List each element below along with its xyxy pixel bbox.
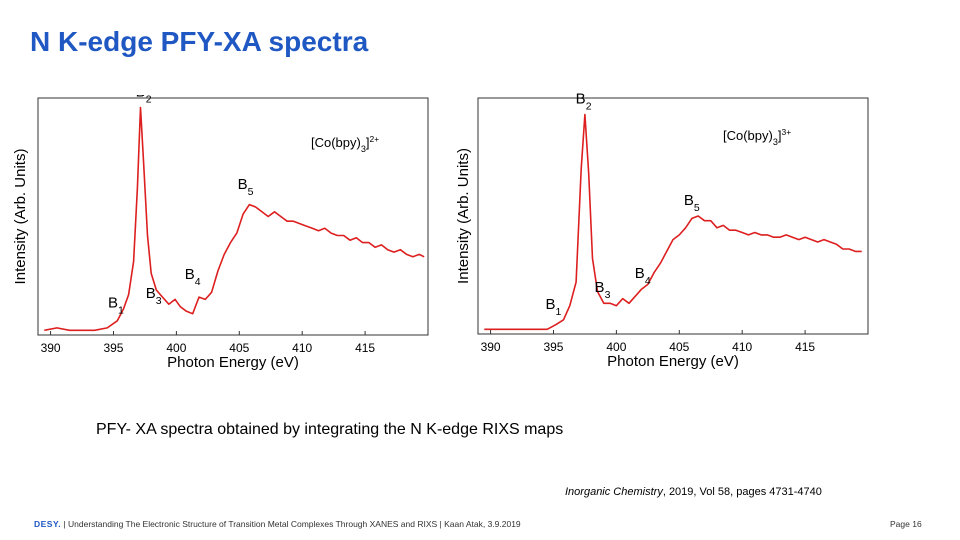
x-tick-label: 400 [166, 341, 186, 355]
footer: DESY. | Understanding The Electronic Str… [34, 519, 521, 529]
compound-label: [Co(bpy)3]3+ [723, 127, 791, 147]
x-tick-label: 400 [606, 340, 626, 354]
plot-frame [37, 97, 429, 336]
footer-text: | Understanding The Electronic Structure… [63, 519, 521, 529]
x-axis-label: Photon Energy (eV) [607, 353, 739, 370]
peak-label-B1: B1 [108, 294, 124, 316]
figure-caption: PFY- XA spectra obtained by integrating … [96, 421, 564, 438]
peak-label-B3: B3 [146, 285, 162, 307]
x-tick-label: 390 [41, 341, 61, 355]
plot-frame [477, 97, 869, 335]
peak-label-B5: B5 [684, 192, 700, 214]
x-tick-label: 415 [355, 341, 375, 355]
spectrum-chart-co2: 390 395 400 405 410 415 Photon Energy (eV) Inte… [12, 95, 429, 371]
x-tick-label: 410 [732, 340, 752, 354]
peak-label-B1: B1 [545, 296, 561, 318]
x-tick-label: 415 [795, 340, 815, 354]
spectrum-chart-co3: 390 395 400 405 410 415 Photon Energy (eV) Inte… [455, 90, 869, 370]
citation-journal: Inorganic Chemistry [565, 486, 663, 498]
spectrum-line [484, 113, 862, 331]
x-tick-label: 395 [543, 340, 563, 354]
peak-label-B3: B3 [595, 279, 611, 301]
peak-label-B4: B4 [185, 266, 201, 288]
x-tick-label: 395 [103, 341, 123, 355]
compound-label: [Co(bpy)3]2+ [311, 134, 379, 154]
x-tick-label: 405 [669, 340, 689, 354]
slide-title: N K-edge PFY-XA spectra [30, 26, 369, 57]
page-number: Page 16 [890, 519, 922, 529]
x-tick-label: 405 [229, 341, 249, 355]
y-axis-label: Intensity (Arb. Units) [12, 149, 29, 285]
citation: Inorganic Chemistry, 2019, Vol 58, pages… [565, 486, 822, 498]
x-axis-label: Photon Energy (eV) [167, 354, 299, 371]
spectrum-line [44, 106, 425, 332]
peak-label-B2: B2 [136, 95, 152, 105]
x-tick-label: 390 [481, 340, 501, 354]
x-tick-label: 410 [292, 341, 312, 355]
peak-label-B2: B2 [576, 90, 592, 112]
peak-label-B5: B5 [238, 176, 254, 198]
citation-details: , 2019, Vol 58, pages 4731-4740 [662, 486, 822, 498]
y-axis-label: Intensity (Arb. Units) [455, 148, 472, 284]
peak-label-B4: B4 [635, 265, 651, 287]
desy-logo: DESY. [34, 519, 62, 529]
